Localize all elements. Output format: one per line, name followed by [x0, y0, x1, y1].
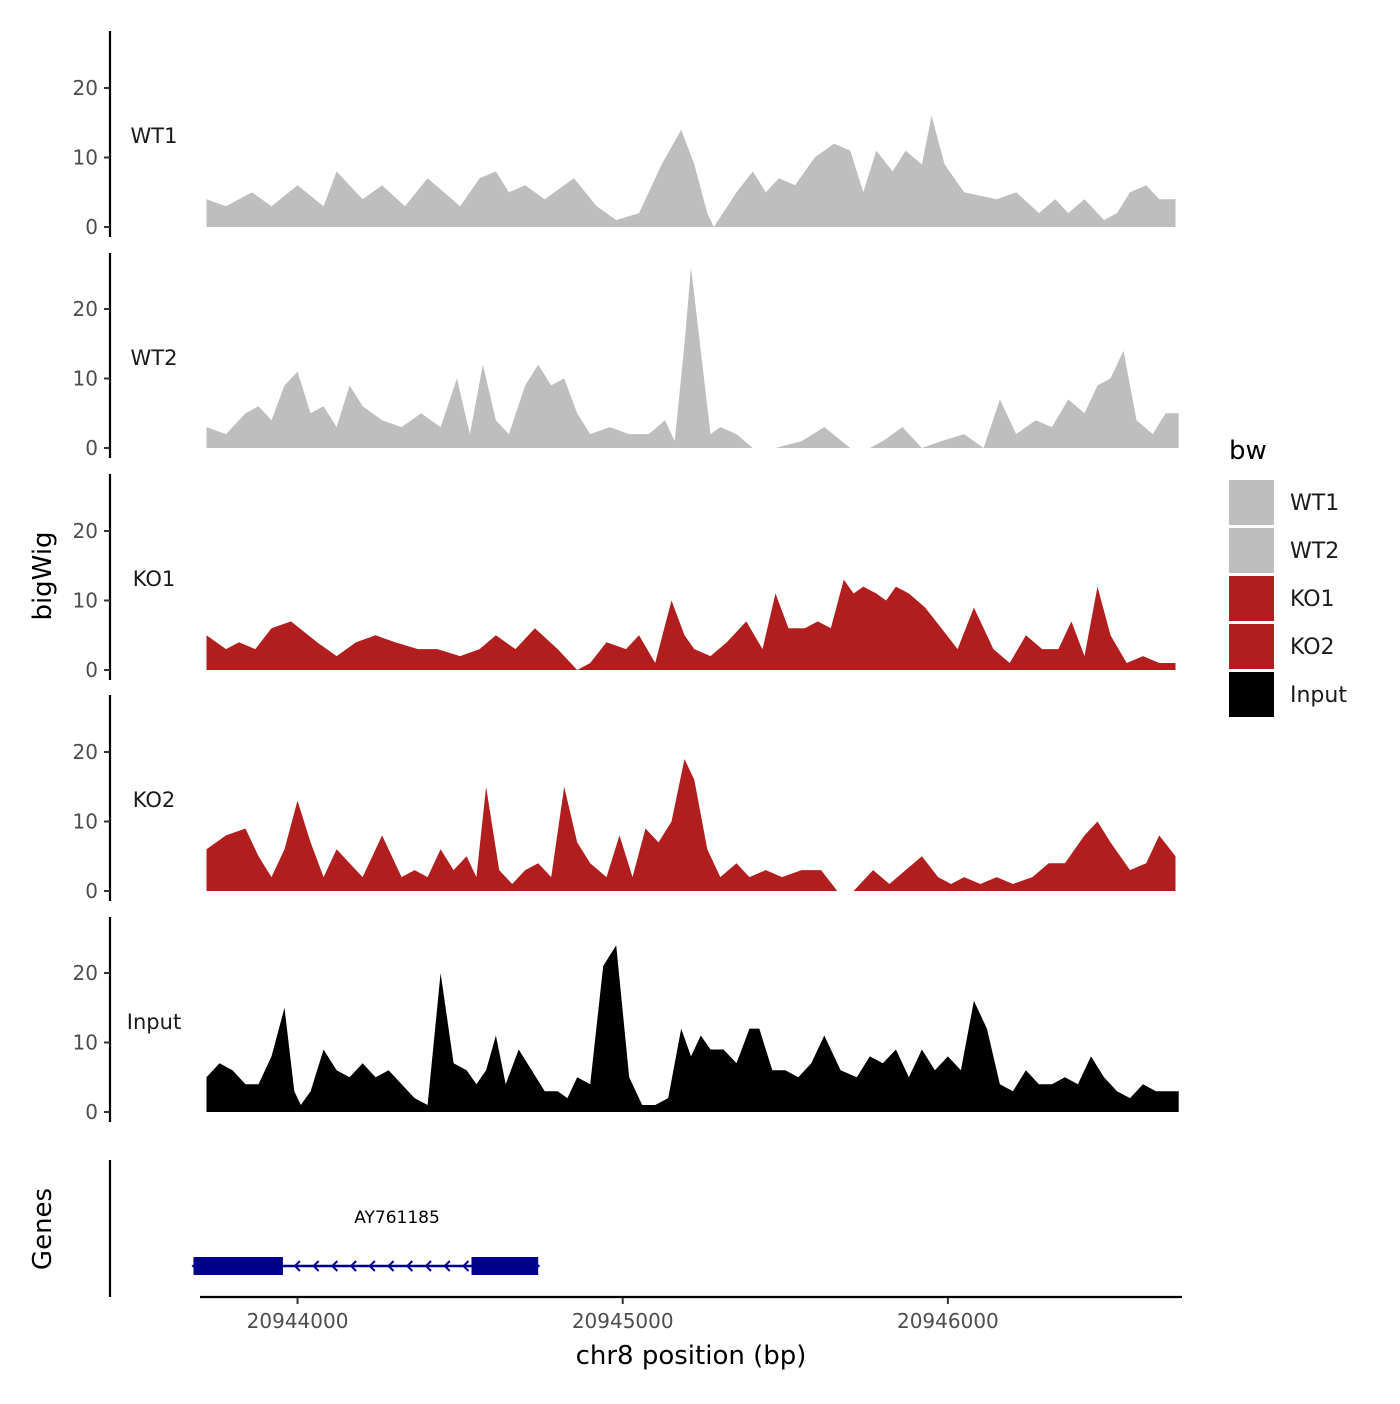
y-tick-label: 10 — [73, 589, 98, 613]
x-tick-label: 20946000 — [897, 1309, 999, 1333]
strand-chevron — [293, 1260, 301, 1272]
coverage-area-input — [206, 945, 1179, 1112]
coverage-area-ko2 — [206, 759, 1176, 891]
legend-item-ko1: KO1 — [1229, 576, 1335, 621]
strand-chevron — [405, 1260, 414, 1272]
coverage-area-wt1 — [206, 115, 1176, 227]
coverage-area-ko1 — [206, 579, 1176, 670]
legend-item-wt1: WT1 — [1229, 480, 1339, 525]
track-label: WT2 — [131, 346, 178, 370]
legend-label: KO2 — [1290, 635, 1335, 660]
x-tick-label: 20945000 — [572, 1309, 674, 1333]
track-input: 0 10 20 Input — [73, 917, 1179, 1124]
gene-exon — [193, 1257, 283, 1275]
legend-label: WT1 — [1290, 491, 1339, 516]
y-tick-label: 0 — [85, 658, 98, 682]
track-label: KO1 — [133, 567, 176, 591]
legend-swatch — [1229, 672, 1274, 717]
genes-panel: AY761185 — [108, 1160, 541, 1297]
x-tick-label: 20944000 — [247, 1309, 349, 1333]
x-axis-ticks: 20944000 20945000 20946000 — [247, 1298, 999, 1333]
legend: bw WT1 WT2 KO1 KO2 Input — [1229, 436, 1347, 717]
y-tick-label: 20 — [73, 519, 98, 543]
track-ko2: 0 10 20 KO2 — [73, 695, 1176, 903]
track-label: Input — [127, 1010, 181, 1034]
legend-label: WT2 — [1290, 539, 1339, 564]
gene-exon — [471, 1257, 539, 1275]
genes-axis-title: Genes — [28, 1188, 58, 1270]
strand-chevron — [443, 1260, 451, 1272]
legend-item-ko2: KO2 — [1229, 624, 1335, 669]
gene-start-arrow — [191, 1261, 198, 1271]
track-label: KO2 — [133, 788, 176, 812]
track-wt1: 0 10 20 WT1 — [73, 31, 1176, 239]
y-axis-title: bigWig — [28, 531, 58, 620]
legend-swatch — [1229, 528, 1274, 573]
strand-chevron — [462, 1260, 470, 1272]
coverage-area-wt2 — [206, 267, 1179, 448]
legend-title: bw — [1229, 436, 1267, 466]
tracks-layer: 0 10 20 WT1 0 10 20 WT2 0 10 20 KO1 0 10 20 KO2 0 10 20 Inp… — [73, 31, 1179, 1124]
y-tick-label: 20 — [73, 740, 98, 764]
track-label: WT1 — [131, 124, 178, 148]
strand-chevron — [424, 1260, 432, 1272]
y-tick-label: 10 — [73, 1031, 98, 1055]
legend-swatch — [1229, 576, 1274, 621]
strand-chevron — [312, 1260, 320, 1272]
legend-item-wt2: WT2 — [1229, 528, 1339, 573]
y-tick-label: 0 — [85, 215, 98, 239]
legend-swatch — [1229, 480, 1274, 525]
x-axis-title: chr8 position (bp) — [576, 1341, 807, 1371]
y-tick-label: 20 — [73, 76, 98, 100]
track-ko1: 0 10 20 KO1 — [73, 474, 1176, 682]
gene-name-label: AY761185 — [354, 1208, 440, 1228]
y-tick-label: 0 — [85, 436, 98, 460]
gene-model: AY761185 — [191, 1208, 541, 1275]
legend-swatch — [1229, 624, 1274, 669]
y-tick-label: 10 — [73, 146, 98, 170]
strand-chevron — [349, 1260, 357, 1272]
y-tick-label: 20 — [73, 297, 98, 321]
track-wt2: 0 10 20 WT2 — [73, 253, 1179, 460]
strand-chevron — [387, 1260, 395, 1272]
legend-label: Input — [1290, 683, 1347, 708]
y-tick-label: 10 — [73, 810, 98, 834]
y-tick-label: 20 — [73, 961, 98, 985]
y-tick-label: 0 — [85, 1100, 98, 1124]
y-tick-label: 10 — [73, 367, 98, 391]
gene-end-arrow — [534, 1261, 541, 1271]
legend-label: KO1 — [1290, 587, 1335, 612]
legend-item-input: Input — [1229, 672, 1347, 717]
y-tick-label: 0 — [85, 879, 98, 903]
strand-chevron — [368, 1260, 376, 1272]
strand-chevron — [330, 1260, 339, 1272]
